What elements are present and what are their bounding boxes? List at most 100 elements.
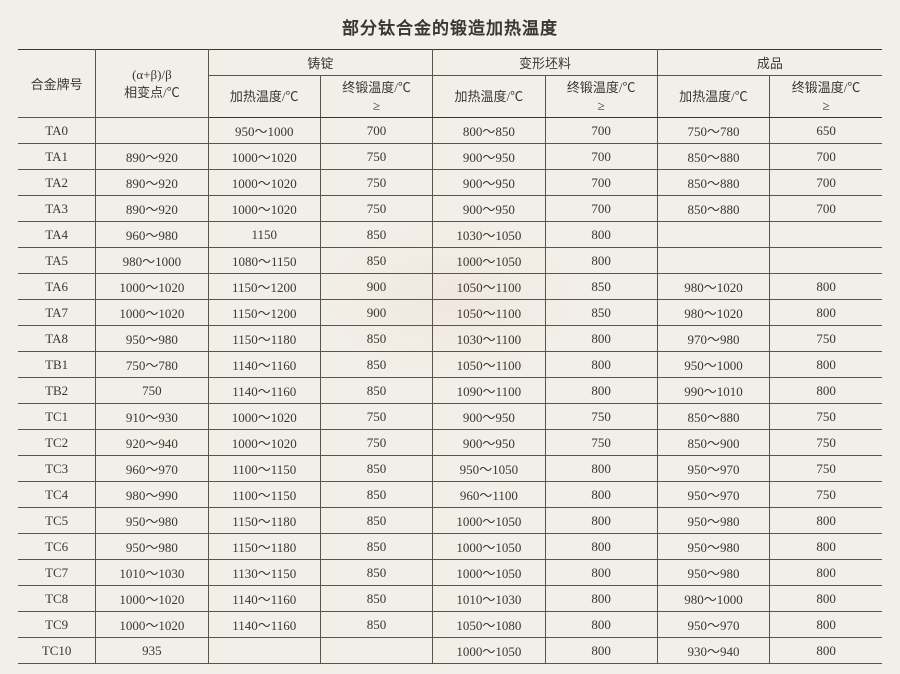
cell-transition: 950～980 [96, 534, 208, 560]
cell-billet-heat: 900～950 [433, 196, 545, 222]
cell-product-final: 800 [770, 352, 882, 378]
cell-billet-final: 800 [545, 638, 657, 664]
cell-grade: TC6 [18, 534, 96, 560]
cell-product-final: 700 [770, 196, 882, 222]
cell-billet-heat: 960～1100 [433, 482, 545, 508]
table-row: TC6950～9801150～11808501000～1050800950～98… [18, 534, 882, 560]
cell-ingot-heat: 1000～1020 [208, 430, 320, 456]
cell-ingot-heat: 1140～1160 [208, 352, 320, 378]
cell-product-heat: 750～780 [657, 118, 769, 144]
cell-product-final: 700 [770, 144, 882, 170]
cell-transition: 950～980 [96, 326, 208, 352]
table-row: TC1910～9301000～1020750900～950750850～8807… [18, 404, 882, 430]
cell-transition: 1000～1020 [96, 586, 208, 612]
cell-ingot-final: 700 [320, 118, 432, 144]
cell-billet-heat: 1000～1050 [433, 248, 545, 274]
cell-transition [96, 118, 208, 144]
table-row: TC71010～10301130～11508501000～1050800950～… [18, 560, 882, 586]
cell-product-final: 800 [770, 534, 882, 560]
cell-billet-final: 700 [545, 170, 657, 196]
cell-ingot-heat: 1000～1020 [208, 196, 320, 222]
cell-transition: 920～940 [96, 430, 208, 456]
cell-ingot-heat: 1130～1150 [208, 560, 320, 586]
cell-grade: TB1 [18, 352, 96, 378]
cell-product-final [770, 248, 882, 274]
col-header-ingot-final: 终锻温度/℃≥ [320, 76, 432, 118]
cell-billet-final: 800 [545, 482, 657, 508]
cell-ingot-heat: 1150～1200 [208, 274, 320, 300]
cell-ingot-final [320, 638, 432, 664]
table-row: TA4960～98011508501030～1050800 [18, 222, 882, 248]
table-row: TA8950～9801150～11808501030～1100800970～98… [18, 326, 882, 352]
cell-billet-heat: 1000～1050 [433, 638, 545, 664]
cell-transition: 890～920 [96, 196, 208, 222]
cell-ingot-final: 850 [320, 508, 432, 534]
cell-ingot-heat [208, 638, 320, 664]
cell-ingot-final: 900 [320, 274, 432, 300]
cell-transition: 960～970 [96, 456, 208, 482]
cell-ingot-heat: 1100～1150 [208, 482, 320, 508]
cell-billet-final: 850 [545, 274, 657, 300]
cell-product-heat: 950～980 [657, 534, 769, 560]
cell-transition: 1010～1030 [96, 560, 208, 586]
cell-billet-heat: 900～950 [433, 170, 545, 196]
cell-product-heat [657, 248, 769, 274]
cell-billet-heat: 1030～1050 [433, 222, 545, 248]
table-row: TA0950～1000700800～850700750～780650 [18, 118, 882, 144]
cell-product-final: 800 [770, 508, 882, 534]
table-row: TC5950～9801150～11808501000～1050800950～98… [18, 508, 882, 534]
cell-billet-heat: 800～850 [433, 118, 545, 144]
cell-billet-final: 800 [545, 612, 657, 638]
cell-billet-heat: 1000～1050 [433, 560, 545, 586]
cell-billet-heat: 1010～1030 [433, 586, 545, 612]
cell-ingot-final: 850 [320, 612, 432, 638]
cell-ingot-heat: 1080～1150 [208, 248, 320, 274]
table-row: TC81000～10201140～11608501010～1030800980～… [18, 586, 882, 612]
col-group-billet: 变形坯料 [433, 50, 658, 76]
table-row: TC109351000～1050800930～940800 [18, 638, 882, 664]
cell-product-final: 800 [770, 560, 882, 586]
table-row: TA71000～10201150～12009001050～1100850980～… [18, 300, 882, 326]
cell-ingot-heat: 1150 [208, 222, 320, 248]
col-header-product-final: 终锻温度/℃≥ [770, 76, 882, 118]
cell-product-heat: 850～880 [657, 196, 769, 222]
table-row: TC91000～10201140～11608501050～1080800950～… [18, 612, 882, 638]
cell-ingot-final: 750 [320, 170, 432, 196]
cell-product-final: 750 [770, 404, 882, 430]
table-row: TC3960～9701100～1150850950～1050800950～970… [18, 456, 882, 482]
cell-transition: 1000～1020 [96, 612, 208, 638]
cell-ingot-final: 750 [320, 196, 432, 222]
cell-product-heat: 850～880 [657, 170, 769, 196]
table-row: TA1890～9201000～1020750900～950700850～8807… [18, 144, 882, 170]
cell-billet-final: 700 [545, 144, 657, 170]
cell-transition: 1000～1020 [96, 274, 208, 300]
table-row: TA5980～10001080～11508501000～1050800 [18, 248, 882, 274]
cell-product-final: 800 [770, 638, 882, 664]
cell-transition: 750 [96, 378, 208, 404]
cell-product-final: 750 [770, 430, 882, 456]
cell-transition: 935 [96, 638, 208, 664]
cell-product-heat: 990～1010 [657, 378, 769, 404]
cell-billet-heat: 1050～1100 [433, 274, 545, 300]
col-header-billet-final: 终锻温度/℃≥ [545, 76, 657, 118]
col-group-ingot: 铸锭 [208, 50, 433, 76]
cell-billet-final: 750 [545, 430, 657, 456]
cell-billet-heat: 1050～1080 [433, 612, 545, 638]
cell-ingot-heat: 1000～1020 [208, 144, 320, 170]
cell-billet-heat: 1000～1050 [433, 508, 545, 534]
cell-billet-heat: 1030～1100 [433, 326, 545, 352]
table-title: 部分钛合金的锻造加热温度 [18, 14, 882, 39]
cell-billet-heat: 1050～1100 [433, 300, 545, 326]
cell-grade: TA2 [18, 170, 96, 196]
cell-product-final [770, 222, 882, 248]
cell-product-final: 750 [770, 456, 882, 482]
col-header-transition: (α+β)/β相变点/℃ [96, 50, 208, 118]
cell-grade: TA6 [18, 274, 96, 300]
cell-ingot-heat: 1000～1020 [208, 170, 320, 196]
cell-grade: TC9 [18, 612, 96, 638]
cell-grade: TC8 [18, 586, 96, 612]
cell-transition: 1000～1020 [96, 300, 208, 326]
cell-ingot-final: 750 [320, 430, 432, 456]
cell-billet-final: 800 [545, 534, 657, 560]
table-row: TC2920～9401000～1020750900～950750850～9007… [18, 430, 882, 456]
